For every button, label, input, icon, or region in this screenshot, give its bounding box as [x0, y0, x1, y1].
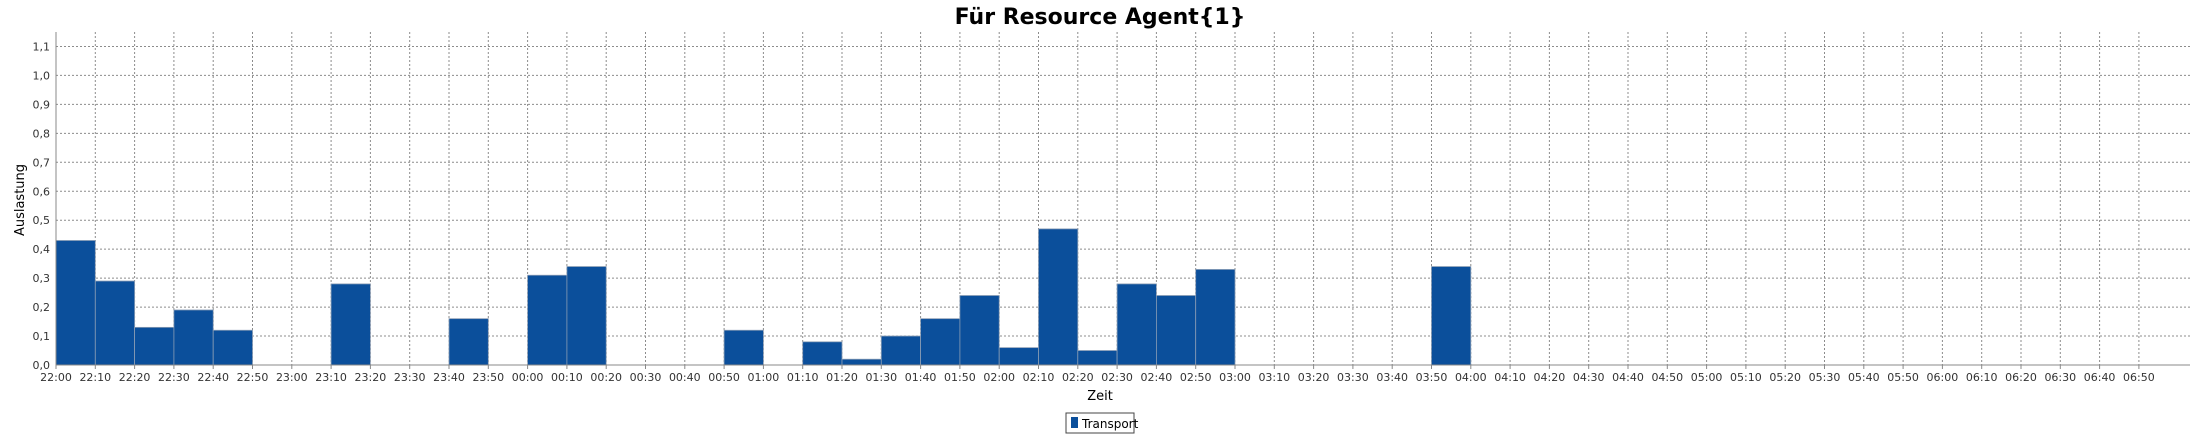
x-tick-label: 04:40	[1612, 371, 1644, 384]
x-tick-label: 22:20	[119, 371, 151, 384]
y-tick-label: 1,1	[33, 40, 51, 53]
legend-label-transport: Transport	[1081, 417, 1139, 431]
y-tick-label: 0,2	[33, 301, 51, 314]
bar-2220	[134, 326, 175, 366]
y-tick-label: 0,0	[33, 359, 51, 372]
x-tick-label: 02:20	[1062, 371, 1094, 384]
x-tick-label: 00:20	[590, 371, 622, 384]
x-tick-label: 22:30	[158, 371, 190, 384]
bar-0110	[802, 341, 843, 366]
x-tick-label: 02:50	[1180, 371, 1212, 384]
y-tick-label: 1,0	[33, 69, 51, 82]
legend: Transport	[1065, 412, 1139, 434]
bar-2200	[55, 240, 96, 366]
x-axis-ticks: 22:00 22:10 22:20 22:30 22:40 22:50 23:00 23:10…	[40, 365, 2155, 384]
x-tick-label: 05:20	[1769, 371, 1801, 384]
x-tick-label: 01:40	[905, 371, 937, 384]
x-tick-label: 06:50	[2123, 371, 2155, 384]
x-tick-label: 01:10	[787, 371, 819, 384]
x-tick-label: 06:40	[2084, 371, 2116, 384]
bar-0200	[998, 347, 1039, 366]
bar-0000	[527, 274, 568, 366]
x-tick-label: 05:30	[1809, 371, 1841, 384]
x-tick-label: 03:10	[1258, 371, 1290, 384]
x-tick-label: 04:30	[1573, 371, 1605, 384]
bar-0130	[880, 335, 921, 366]
x-tick-label: 23:50	[472, 371, 504, 384]
x-tick-label: 03:50	[1416, 371, 1448, 384]
x-tick-label: 00:00	[512, 371, 544, 384]
x-tick-label: 06:10	[1966, 371, 1998, 384]
x-tick-label: 01:20	[826, 371, 858, 384]
bar-0150	[959, 295, 1000, 366]
x-tick-label: 04:50	[1651, 371, 1683, 384]
y-tick-label: 0,6	[33, 185, 51, 198]
x-tick-label: 00:10	[551, 371, 583, 384]
x-tick-label: 23:20	[355, 371, 387, 384]
x-tick-label: 03:40	[1376, 371, 1408, 384]
x-tick-label: 01:50	[944, 371, 976, 384]
y-tick-label: 0,4	[33, 243, 51, 256]
bars	[55, 228, 1472, 366]
bar-0010	[566, 266, 607, 366]
x-tick-label: 00:50	[708, 371, 740, 384]
bar-2340	[448, 318, 489, 366]
x-tick-label: 02:30	[1101, 371, 1133, 384]
x-tick-label: 05:00	[1691, 371, 1723, 384]
x-tick-label: 01:30	[865, 371, 897, 384]
bar-2310	[330, 283, 371, 366]
x-tick-label: 04:00	[1455, 371, 1487, 384]
x-tick-label: 06:20	[2005, 371, 2037, 384]
x-tick-label: 23:10	[315, 371, 347, 384]
bar-0350	[1431, 266, 1472, 366]
x-tick-label: 04:20	[1534, 371, 1566, 384]
y-axis-ticks: 0,0 0,1 0,2 0,3 0,4 0,5 0,6 0,7 0,8 0,9 1,0 1,1	[33, 40, 51, 372]
x-tick-label: 22:00	[40, 371, 72, 384]
x-tick-label: 05:10	[1730, 371, 1762, 384]
bar-0050	[723, 329, 764, 366]
x-tick-label: 01:00	[748, 371, 780, 384]
legend-swatch	[1071, 417, 1078, 428]
x-tick-label: 04:10	[1494, 371, 1526, 384]
x-tick-label: 02:10	[1023, 371, 1055, 384]
bar-2230	[173, 309, 214, 366]
bar-0140	[920, 318, 961, 366]
x-tick-label: 03:20	[1298, 371, 1330, 384]
bar-0240	[1156, 295, 1197, 366]
bar-2240	[212, 329, 253, 366]
x-tick-label: 22:40	[197, 371, 229, 384]
chart-title: Für Resource Agent{1}	[955, 5, 1246, 30]
y-axis-label: Auslastung	[13, 164, 28, 236]
bar-0210	[1038, 228, 1079, 366]
x-tick-label: 00:30	[630, 371, 662, 384]
y-tick-label: 0,3	[33, 272, 51, 285]
x-tick-label: 23:30	[394, 371, 426, 384]
x-tick-label: 05:40	[1848, 371, 1880, 384]
x-tick-label: 22:10	[79, 371, 111, 384]
x-tick-label: 23:40	[433, 371, 465, 384]
y-tick-label: 0,7	[33, 156, 51, 169]
x-tick-label: 02:40	[1141, 371, 1173, 384]
x-tick-label: 02:00	[983, 371, 1015, 384]
y-tick-label: 0,8	[33, 127, 51, 140]
legend-box	[1065, 412, 1135, 434]
bar-0250	[1195, 269, 1236, 366]
x-tick-label: 03:00	[1219, 371, 1251, 384]
x-axis-label: Zeit	[1087, 389, 1113, 404]
bar-0120	[841, 358, 882, 366]
x-tick-label: 22:50	[237, 371, 269, 384]
x-tick-label: 03:30	[1337, 371, 1369, 384]
y-tick-label: 0,5	[33, 214, 51, 227]
x-tick-label: 06:30	[2044, 371, 2076, 384]
x-tick-label: 00:40	[669, 371, 701, 384]
bar-0230	[1116, 283, 1157, 366]
bar-2210	[94, 280, 136, 366]
bar-0220	[1077, 350, 1118, 366]
y-tick-label: 0,1	[33, 330, 51, 343]
x-tick-label: 05:50	[1887, 371, 1919, 384]
y-tick-label: 0,9	[33, 98, 51, 111]
x-tick-label: 23:00	[276, 371, 308, 384]
x-tick-label: 06:00	[1927, 371, 1959, 384]
